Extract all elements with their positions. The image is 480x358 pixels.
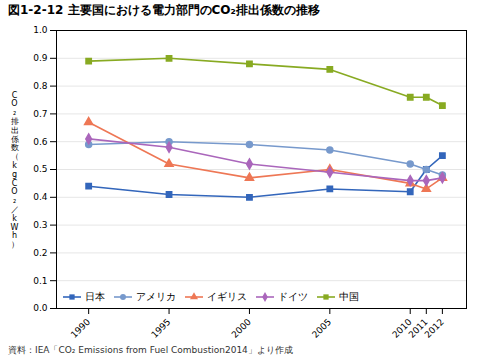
html-text:図1-2-12 主要国における電力部門のCO₂排出係数の推移: 図1-2-12 主要国における電力部門のCO₂排出係数の推移 — [8, 3, 320, 17]
svg-text:0.1: 0.1 — [33, 276, 47, 286]
html-text:資料：IEA「CO₂ Emissions from Fuel: 資料：IEA「CO₂ Emissions from Fuel Combustio… — [8, 345, 293, 355]
svg-text:0.2: 0.2 — [33, 248, 47, 258]
svg-text:0.6: 0.6 — [33, 137, 48, 147]
svg-text:2000: 2000 — [230, 317, 253, 340]
svg-text:2010: 2010 — [390, 316, 414, 340]
svg-text:0.5: 0.5 — [33, 164, 47, 174]
svg-text:0.9: 0.9 — [33, 53, 48, 63]
svg-text:0.8: 0.8 — [33, 81, 48, 91]
html-text:アメリカ: アメリカ — [136, 291, 176, 302]
svg-text:0.3: 0.3 — [33, 220, 47, 230]
svg-text:2005: 2005 — [310, 317, 333, 340]
html-text:日本: 日本 — [85, 291, 105, 302]
html-text:ドイツ: ドイツ — [278, 291, 308, 302]
html-text:中国: 中国 — [339, 291, 359, 302]
svg-text:2012: 2012 — [423, 317, 446, 340]
svg-text:1990: 1990 — [69, 317, 92, 340]
svg-text:1995: 1995 — [149, 317, 172, 340]
svg-text:CO₂排出係数（kgCO₂／kWh）: CO₂排出係数（kgCO₂／kWh） — [11, 91, 19, 250]
svg-text:1.0: 1.0 — [33, 25, 48, 35]
html-text:イギリス: イギリス — [207, 291, 247, 302]
svg-text:0.4: 0.4 — [33, 192, 48, 202]
svg-text:0.7: 0.7 — [33, 109, 47, 119]
svg-text:0.0: 0.0 — [33, 303, 48, 313]
svg-text:2011: 2011 — [406, 316, 430, 340]
